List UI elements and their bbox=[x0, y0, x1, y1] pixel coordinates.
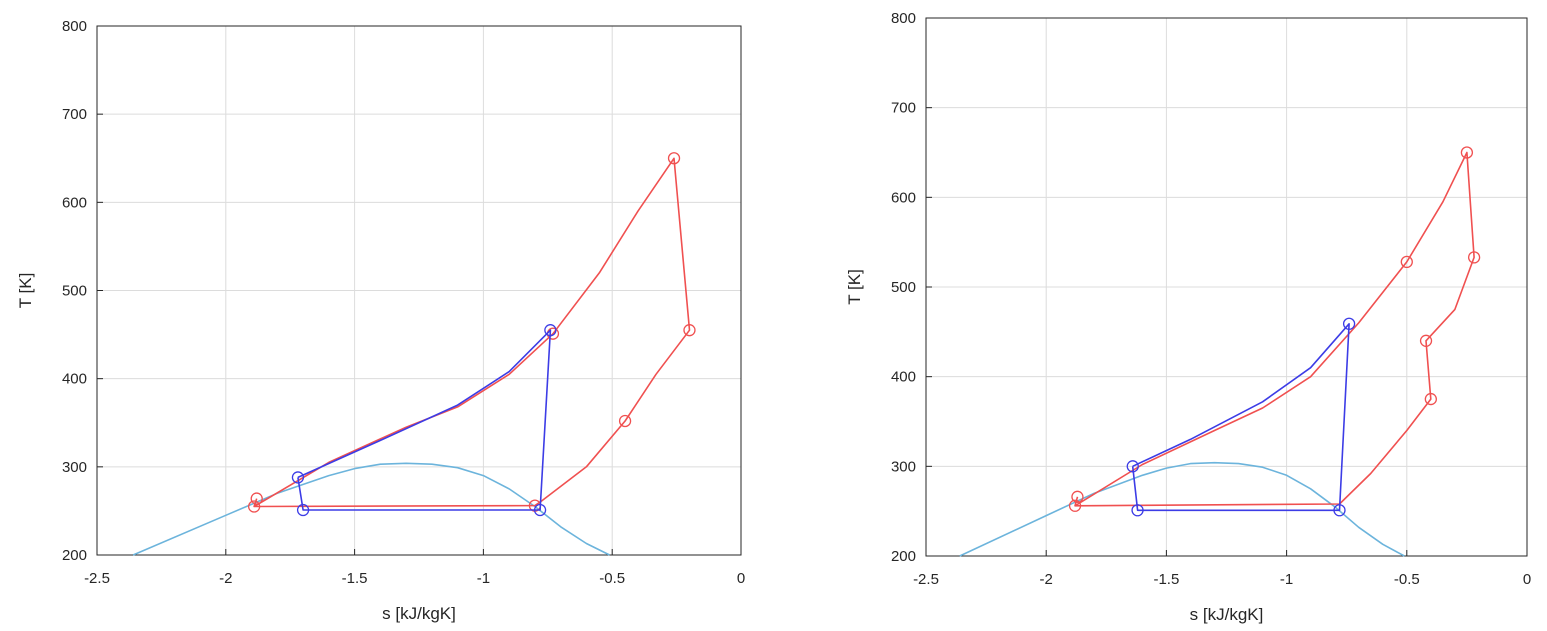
cycle_blue-state-marker bbox=[544, 324, 557, 337]
cycle_red-state-marker bbox=[1068, 499, 1082, 512]
y-tick-label: 500 bbox=[62, 283, 87, 300]
cycle_red-state-marker bbox=[667, 152, 681, 165]
x-tick-label: -1 bbox=[1280, 571, 1293, 588]
cycle_red-state-marker bbox=[1460, 146, 1474, 159]
y-tick-label: 300 bbox=[62, 459, 87, 476]
cycle_blue-state-marker bbox=[291, 471, 305, 484]
cycle_blue-state-marker bbox=[1131, 504, 1144, 517]
y-tick-label: 300 bbox=[891, 458, 916, 475]
x-tick-label: -1 bbox=[477, 570, 490, 587]
y-tick-label: 200 bbox=[62, 547, 87, 564]
cycle_blue-state-marker bbox=[1126, 460, 1139, 473]
cycle_red-state-marker bbox=[247, 500, 261, 513]
cycle_red-state-marker bbox=[1071, 490, 1084, 503]
x-tick-label: -1.5 bbox=[1153, 571, 1179, 588]
cycle_red-state-marker bbox=[683, 324, 696, 337]
y-tick-label: 400 bbox=[62, 371, 87, 388]
cycle_red-state-marker bbox=[1419, 334, 1433, 347]
x-axis-label: s [kJ/kgK] bbox=[1190, 605, 1264, 624]
cycle_red-cycle-line bbox=[1074, 151, 1475, 507]
x-tick-label: -2.5 bbox=[913, 571, 939, 588]
y-tick-label: 500 bbox=[891, 279, 916, 296]
saturation-dome-line bbox=[132, 462, 610, 556]
x-tick-label: 0 bbox=[737, 570, 745, 587]
y-tick-label: 200 bbox=[891, 548, 916, 565]
x-tick-label: -0.5 bbox=[599, 570, 625, 587]
x-tick-label: -0.5 bbox=[1394, 571, 1420, 588]
y-tick-label: 600 bbox=[62, 194, 87, 211]
cycle_blue-cycle-line bbox=[297, 329, 552, 511]
y-tick-label: 600 bbox=[891, 189, 916, 206]
x-tick-label: -1.5 bbox=[342, 570, 368, 587]
cycle_red-state-marker bbox=[1424, 392, 1437, 406]
x-tick-label: -2 bbox=[219, 570, 232, 587]
cycle_blue-state-marker bbox=[1333, 504, 1346, 517]
y-axis-label: T [K] bbox=[16, 273, 35, 309]
cycle_red-state-marker bbox=[618, 414, 632, 428]
cycle_red-state-marker bbox=[1400, 255, 1413, 269]
y-tick-label: 400 bbox=[891, 369, 916, 386]
left-panel-chart: -2.5 -2 -1.5 -1 -0.5 0 200 300 400 500 600 700 800 s … bbox=[16, 18, 745, 623]
y-tick-label: 700 bbox=[891, 100, 916, 117]
cycle_red-state-marker bbox=[250, 492, 263, 505]
saturation-dome-line bbox=[959, 461, 1405, 557]
cycle_blue-state-marker bbox=[1342, 317, 1356, 330]
y-tick-label: 800 bbox=[62, 18, 87, 35]
x-tick-label: -2 bbox=[1040, 571, 1053, 588]
cycle_blue-cycle-line bbox=[1131, 322, 1350, 512]
x-tick-label: -2.5 bbox=[84, 570, 110, 587]
y-axis-label: T [K] bbox=[845, 269, 864, 305]
cycle_blue-state-marker bbox=[296, 503, 310, 517]
cycle_red-cycle-line bbox=[253, 157, 691, 508]
cycle_blue-state-marker bbox=[533, 503, 547, 517]
right-panel-chart: -2.5 -2 -1.5 -1 -0.5 0 200 300 400 500 600 700 800 s … bbox=[845, 10, 1531, 624]
y-tick-label: 800 bbox=[891, 10, 916, 27]
y-tick-label: 700 bbox=[62, 106, 87, 123]
cycle_red-state-marker bbox=[1467, 251, 1481, 264]
x-axis-label: s [kJ/kgK] bbox=[382, 604, 456, 623]
x-tick-label: 0 bbox=[1523, 571, 1531, 588]
